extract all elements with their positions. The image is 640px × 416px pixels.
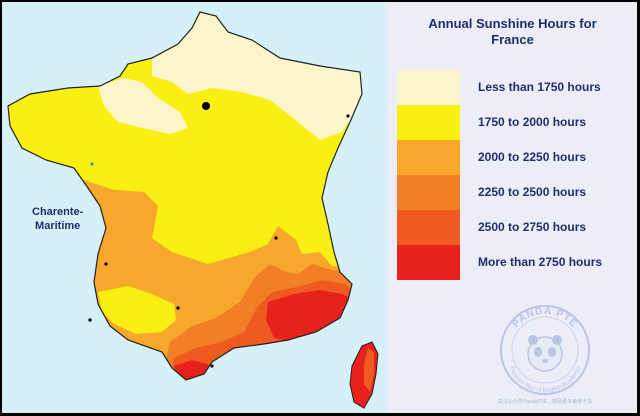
legend-label: Less than 1750 hours — [478, 80, 601, 94]
legend-title-line2: France — [491, 32, 534, 47]
legend-swatch — [397, 105, 460, 140]
region-more-2750 — [266, 290, 358, 342]
legend-swatch — [397, 210, 460, 245]
legend-swatch — [397, 245, 460, 280]
legend-item-1750-2000: 1750 to 2000 hours — [397, 105, 637, 140]
legend-item-more-2750: More than 2750 hours — [397, 245, 637, 280]
legend-swatch — [397, 140, 460, 175]
legend-label: 2250 to 2500 hours — [478, 185, 587, 199]
watermark-brand: PANDA PTE — [511, 306, 579, 330]
city-dot — [104, 262, 108, 266]
legend-swatch — [397, 175, 460, 210]
legend-label: 2000 to 2250 hours — [478, 150, 587, 164]
region-label-line2: Maritime — [35, 220, 81, 232]
legend-label: More than 2750 hours — [478, 255, 603, 269]
region-brittany-less-1750 — [98, 78, 188, 134]
map-panel: Charente- Maritime — [2, 2, 388, 413]
france-map — [7, 11, 379, 409]
svg-text:PANDA PTE: PANDA PTE — [511, 306, 580, 330]
legend-swatch — [397, 70, 460, 105]
region-label-charente-maritime: Charente- Maritime — [32, 205, 83, 233]
mainland-outline — [7, 11, 363, 381]
legend-label: 1750 to 2000 hours — [478, 115, 587, 129]
legend-title: Annual Sunshine Hours for France — [388, 16, 637, 48]
legend-label: 2500 to 2750 hours — [478, 220, 587, 234]
city-dot — [210, 364, 214, 368]
legend-item-less-1750: Less than 1750 hours — [397, 70, 637, 105]
legend-title-line1: Annual Sunshine Hours for — [428, 16, 597, 31]
city-dot — [88, 318, 92, 322]
watermark-footer: 关注公众号PandaPTE，获取更多备考干货 — [498, 399, 593, 405]
city-paris-dot — [202, 102, 210, 110]
region-north-less-1750 — [152, 12, 362, 140]
region-sw-pocket — [98, 286, 176, 334]
panda-pte-watermark: PANDA PTE Pearson Test of English Academ… — [500, 305, 590, 395]
city-dot — [90, 162, 94, 166]
region-label-line1: Charente- — [32, 206, 84, 218]
city-dot — [176, 306, 180, 310]
legend-item-2000-2250: 2000 to 2250 hours — [397, 140, 637, 175]
legend-item-2250-2500: 2250 to 2500 hours — [397, 175, 637, 210]
legend-item-2500-2750: 2500 to 2750 hours — [397, 210, 637, 245]
city-dot — [274, 236, 278, 240]
corsica-east — [364, 348, 374, 392]
city-dot — [346, 114, 350, 118]
panda-face-icon — [527, 336, 563, 372]
